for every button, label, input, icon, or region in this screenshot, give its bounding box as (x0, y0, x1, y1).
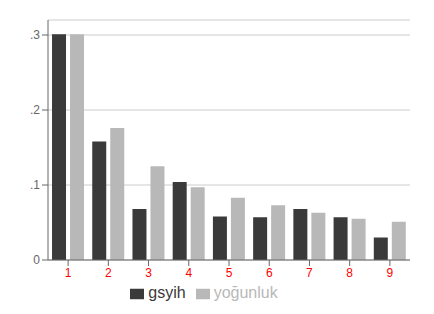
svg-text:5: 5 (226, 266, 233, 280)
svg-text:.2: .2 (30, 103, 40, 117)
svg-text:6: 6 (266, 266, 273, 280)
html-text:yoğunluk: yoğunluk (213, 284, 278, 301)
svg-text:9: 9 (387, 266, 394, 280)
svg-text:7: 7 (306, 266, 313, 280)
svg-text:.3: .3 (30, 28, 40, 42)
svg-text:1: 1 (65, 266, 72, 280)
html-text:gsyih: gsyih (148, 284, 186, 301)
svg-text:3: 3 (145, 266, 152, 280)
svg-text:8: 8 (346, 266, 353, 280)
svg-text:2: 2 (105, 266, 112, 280)
svg-text:4: 4 (185, 266, 192, 280)
svg-text:.1: .1 (30, 178, 40, 192)
svg-text:0: 0 (33, 253, 40, 267)
